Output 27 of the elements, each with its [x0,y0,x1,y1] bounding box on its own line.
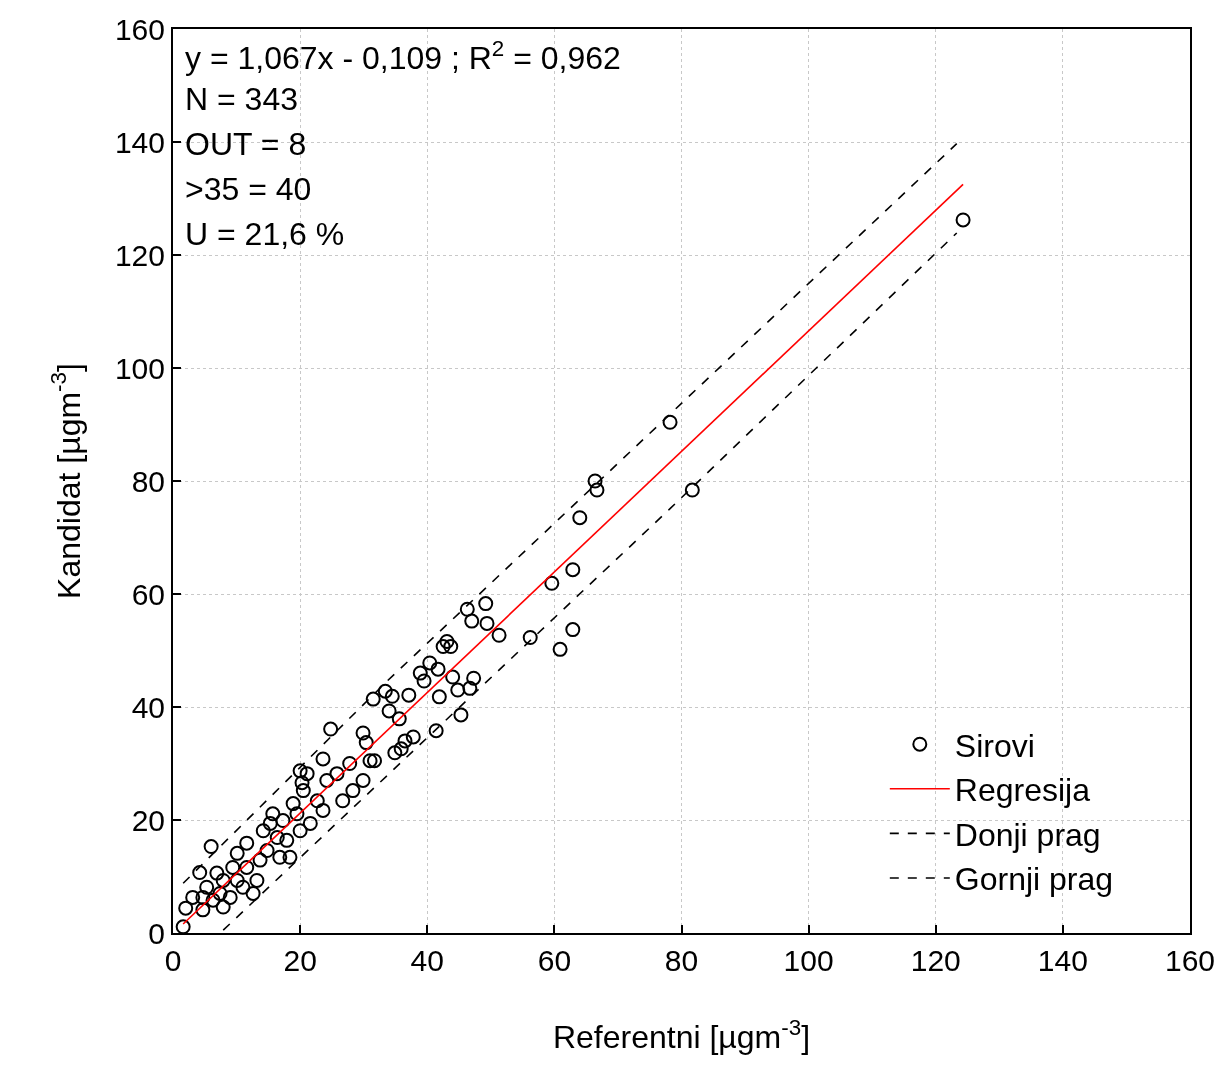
annotation: U = 21,6 % [185,216,345,252]
y-tick-label: 80 [131,464,165,498]
x-tick-label: 140 [1037,944,1088,977]
y-tick-label: 40 [131,690,165,724]
y-tick-label: 120 [114,238,165,272]
y-tick-label: 0 [148,916,165,950]
x-tick-label: 80 [664,944,699,977]
y-tick-label: 160 [114,12,165,46]
x-tick-label: 120 [910,944,961,977]
legend-label: Donji prag [954,816,1101,853]
x-tick-label: 20 [283,944,317,977]
x-tick-label: 160 [1164,944,1216,977]
y-tick-label: 140 [114,125,165,159]
x-axis-title: Referentni [µgm$^{-3}$] [552,1014,811,1056]
x-tick-label: 100 [783,944,834,977]
legend-label: Regresija [954,772,1091,809]
y-tick-label: 20 [131,803,165,837]
x-tick-label: 60 [537,944,572,977]
annotation: N = 343 [185,81,298,117]
x-tick-label: 40 [410,944,444,977]
legend-label: Gornji prag [954,861,1114,898]
y-tick-label: 60 [131,577,165,611]
y-tick-label: 100 [114,351,165,385]
legend-label: Sirovi [954,727,1035,764]
annotation: >35 = 40 [185,171,312,207]
annotation: OUT = 8 [185,126,307,162]
annotation: y = 1,067x - 0,109 ; R$^{2}$ = 0,962 [185,36,621,77]
